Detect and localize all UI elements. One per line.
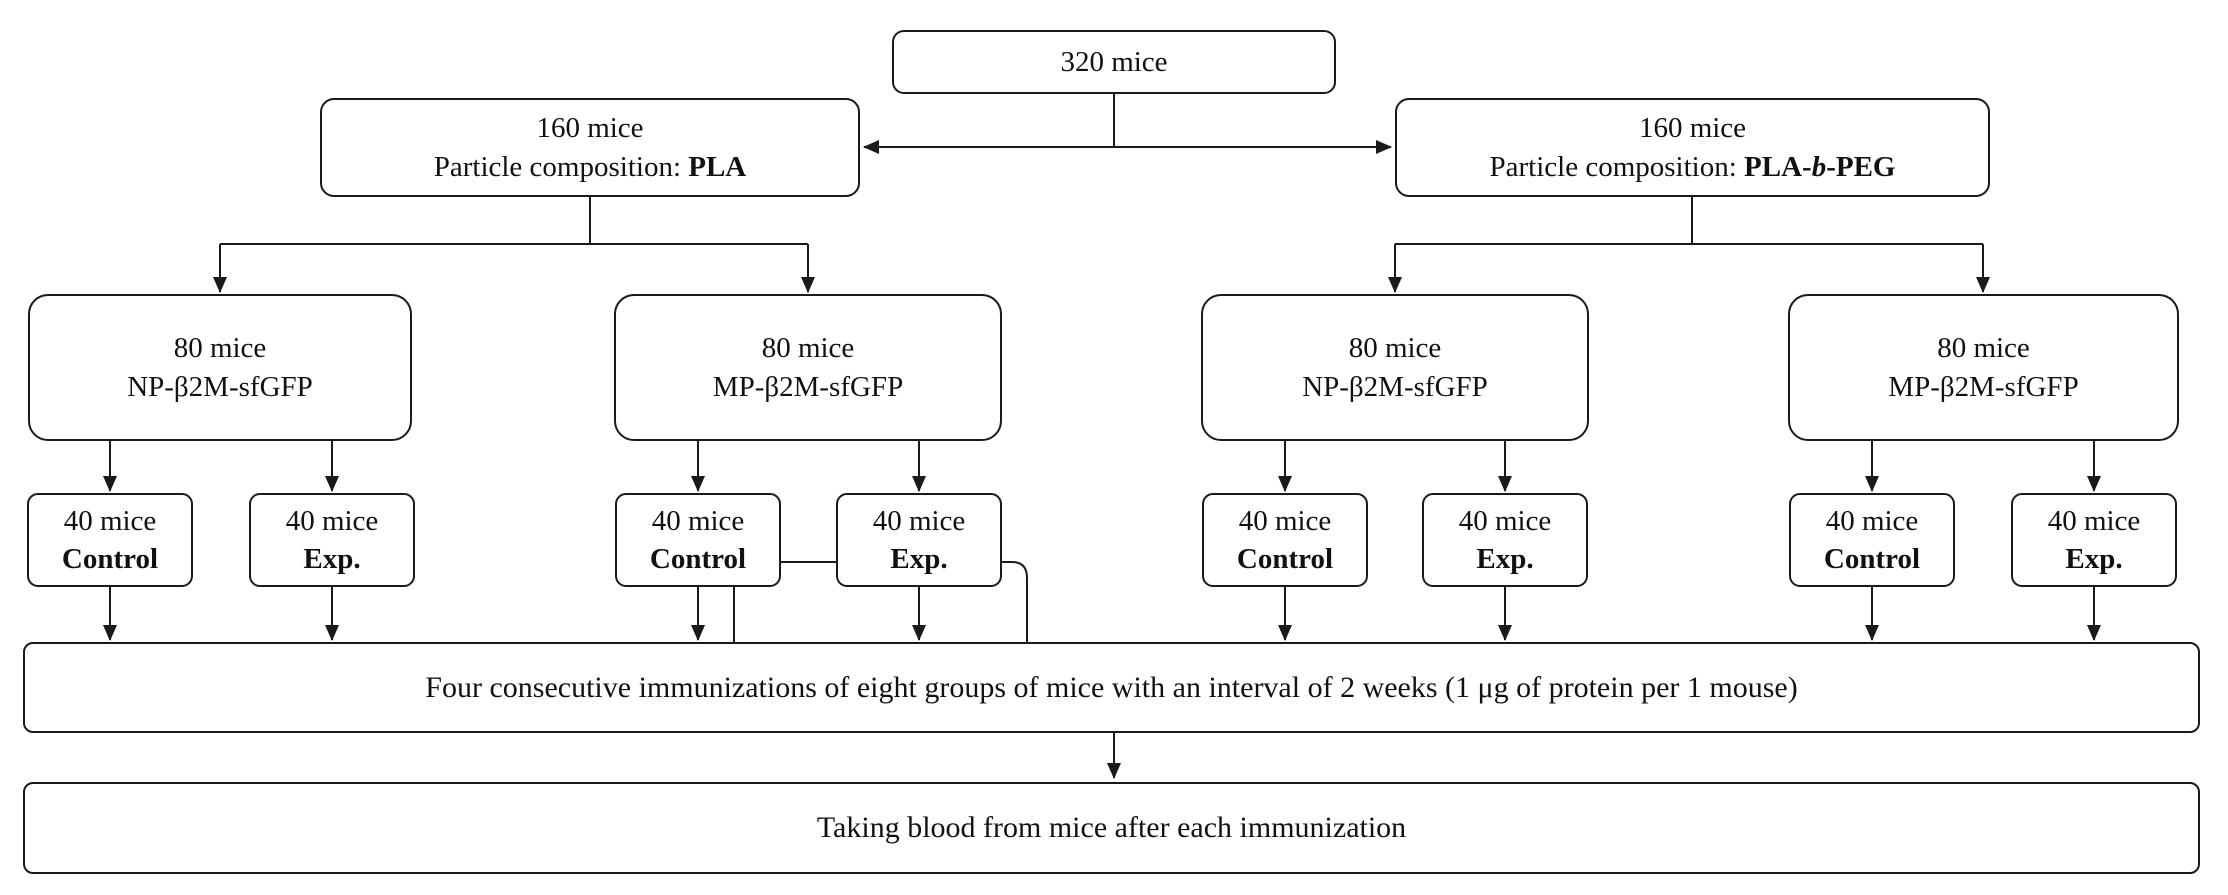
composition-prefix: Particle composition: xyxy=(433,150,689,183)
box-count-label: 40 mice xyxy=(2047,504,2141,537)
box-blood-sampling: Taking blood from mice after each immuni… xyxy=(23,782,2200,874)
box-count-label: 160 mice xyxy=(536,112,644,145)
box-80-np-right: 80 mice NP-β2M-sfGFP xyxy=(1201,294,1589,441)
box-count-label: 80 mice xyxy=(1937,332,2030,365)
composition-value-post: -PEG xyxy=(1826,150,1896,183)
box-count-label: 40 mice xyxy=(285,504,379,537)
box-particle-label: NP-β2M-sfGFP xyxy=(127,370,313,403)
box-group-label: Exp. xyxy=(303,543,361,575)
box-80-mp-right: 80 mice MP-β2M-sfGFP xyxy=(1788,294,2179,441)
box-160-pla-b-peg: 160 mice Particle composition: PLA-b-PEG xyxy=(1395,98,1990,197)
box-count-label: 80 mice xyxy=(761,332,855,365)
box-count-label: 40 mice xyxy=(1458,504,1552,537)
box-40-control-3: 40 mice Control xyxy=(1202,493,1368,587)
box-count-label: 320 mice xyxy=(1060,45,1168,78)
box-particle-label: NP-β2M-sfGFP xyxy=(1302,370,1488,403)
box-count-label: 40 mice xyxy=(63,504,157,537)
box-count-label: 40 mice xyxy=(1238,504,1332,537)
box-count-label: 40 mice xyxy=(651,504,745,537)
box-count-label: 80 mice xyxy=(173,332,267,365)
box-group-label: Exp. xyxy=(1476,543,1534,575)
box-group-label: Control xyxy=(61,543,159,575)
box-40-control-1: 40 mice Control xyxy=(27,493,193,587)
immunization-label: Four consecutive immunizations of eight … xyxy=(425,670,1798,704)
box-40-control-4: 40 mice Control xyxy=(1789,493,1955,587)
box-160-pla: 160 mice Particle composition: PLA xyxy=(320,98,860,197)
composition-prefix: Particle composition: xyxy=(1489,150,1745,183)
box-40-control-2: 40 mice Control xyxy=(615,493,781,587)
box-particle-label: MP-β2M-sfGFP xyxy=(712,370,904,403)
blood-sampling-label: Taking blood from mice after each immuni… xyxy=(816,811,1407,845)
box-320-mice: 320 mice xyxy=(892,30,1336,94)
box-80-mp-left: 80 mice MP-β2M-sfGFP xyxy=(614,294,1002,441)
box-count-label: 80 mice xyxy=(1348,332,1442,365)
box-composition-label: Particle composition: PLA-b-PEG xyxy=(1490,148,1896,186)
box-80-np-left: 80 mice NP-β2M-sfGFP xyxy=(28,294,412,441)
box-group-label: Control xyxy=(1236,543,1334,575)
composition-value: PLA xyxy=(688,150,747,183)
box-group-label: Control xyxy=(1823,543,1921,575)
box-group-label: Exp. xyxy=(890,543,948,575)
box-immunization: Four consecutive immunizations of eight … xyxy=(23,642,2200,733)
box-count-label: 40 mice xyxy=(872,504,966,537)
composition-value-italic: b xyxy=(1811,150,1827,183)
box-composition-label: Particle composition: PLA xyxy=(434,148,747,186)
box-40-exp-1: 40 mice Exp. xyxy=(249,493,415,587)
box-group-label: Control xyxy=(649,543,747,575)
box-40-exp-4: 40 mice Exp. xyxy=(2011,493,2177,587)
box-count-label: 160 mice xyxy=(1638,112,1747,145)
box-count-label: 40 mice xyxy=(1825,504,1919,537)
box-group-label: Exp. xyxy=(2065,543,2123,575)
box-particle-label: MP-β2M-sfGFP xyxy=(1888,370,2079,403)
box-40-exp-2: 40 mice Exp. xyxy=(836,493,1002,587)
composition-value-pre: PLA- xyxy=(1744,150,1812,183)
box-40-exp-3: 40 mice Exp. xyxy=(1422,493,1588,587)
